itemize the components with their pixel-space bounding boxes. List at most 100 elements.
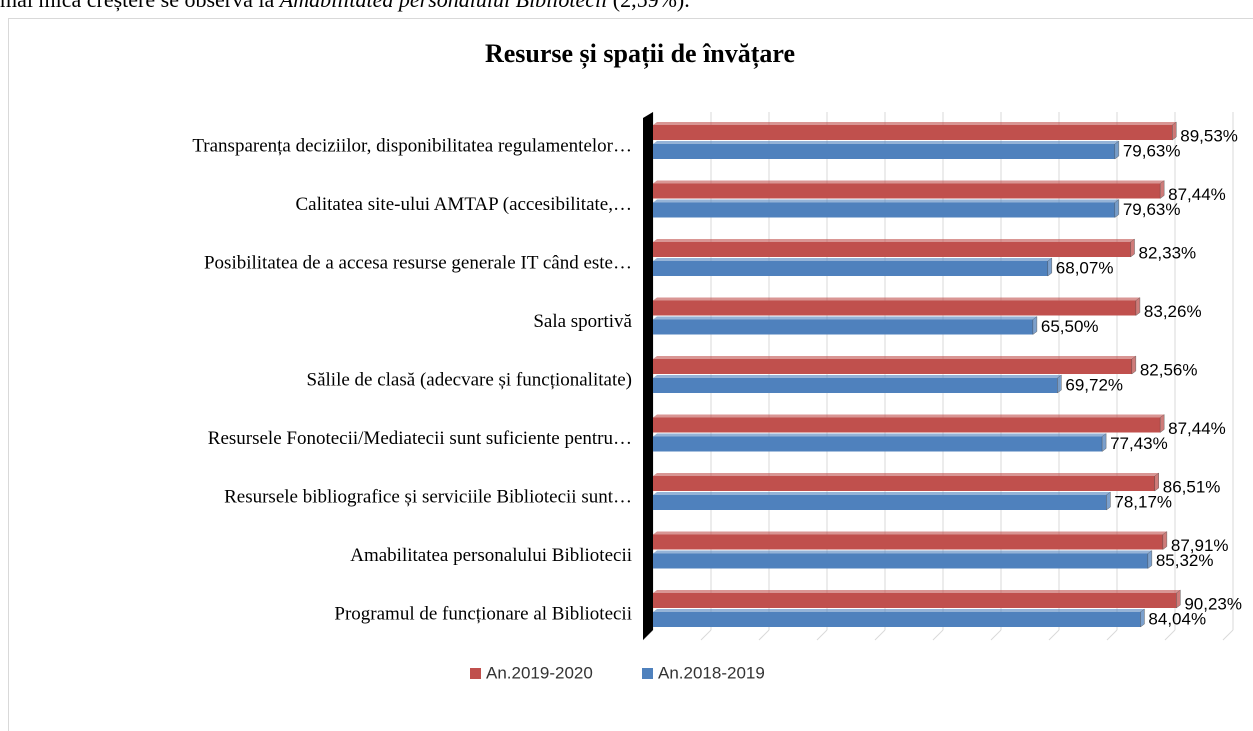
bar-side	[1106, 491, 1111, 511]
value-label: 89,53%	[1180, 126, 1238, 145]
category-label: Sala sportivă	[533, 311, 632, 332]
bar-side	[1114, 199, 1120, 218]
value-label: 90,23%	[1184, 594, 1242, 613]
bar-top	[653, 180, 1165, 184]
value-label: 87,44%	[1168, 185, 1226, 204]
bar-top	[653, 590, 1181, 593]
chart-border	[8, 18, 1253, 731]
grid-floor	[758, 629, 770, 641]
bar-top	[653, 375, 1062, 378]
bar	[653, 476, 1155, 491]
legend-swatch	[642, 668, 653, 679]
value-label: 83,26%	[1144, 302, 1202, 321]
bar	[653, 183, 1161, 199]
value-label: 65,50%	[1041, 317, 1099, 336]
category-label: Resursele Fonotecii/Mediatecii sunt sufi…	[208, 428, 632, 449]
bar-side	[1057, 374, 1062, 394]
value-label: 79,63%	[1123, 141, 1181, 160]
grid-floor	[874, 629, 886, 641]
value-label: 69,72%	[1065, 375, 1123, 394]
category-label: Sălile de clasă (adecvare și funcționali…	[307, 369, 632, 390]
bar-side	[1047, 257, 1053, 277]
grid-floor	[1048, 629, 1060, 641]
value-label: 86,51%	[1163, 477, 1221, 496]
bar-side	[1172, 121, 1177, 141]
grid-floor	[700, 629, 712, 641]
legend-label: An.2018-2019	[658, 663, 765, 682]
bar-side	[1159, 414, 1165, 433]
grid-floor	[1222, 629, 1234, 641]
bar-top	[653, 356, 1136, 359]
bar	[653, 553, 1148, 569]
value-label: 87,91%	[1171, 536, 1229, 555]
bar-top	[653, 473, 1159, 476]
bar-side	[1135, 297, 1141, 316]
bar-side	[1131, 355, 1137, 375]
bar	[653, 125, 1173, 140]
bar	[653, 417, 1161, 433]
intro-part: mai mică creștere se observă la	[0, 0, 280, 12]
value-label: 87,44%	[1168, 419, 1226, 438]
bar-top	[653, 531, 1167, 535]
grid-floor	[816, 629, 828, 641]
bar-top	[653, 122, 1177, 125]
bar-side	[1130, 238, 1135, 258]
bar-top	[653, 316, 1037, 320]
bar	[653, 242, 1131, 257]
category-label: Resursele bibliografice și serviciile Bi…	[224, 486, 632, 507]
bar	[653, 534, 1163, 550]
bar-top	[653, 297, 1140, 301]
intro-part: Amabilitatea personalului Bibliotecii	[278, 0, 608, 12]
legend-swatch	[470, 668, 481, 679]
intro-part: (2,59%).	[607, 0, 689, 12]
grid-floor	[1164, 629, 1176, 641]
bar-side	[1176, 589, 1181, 609]
value-label: 85,32%	[1156, 551, 1214, 570]
side-wall	[643, 112, 653, 640]
value-label: 82,33%	[1139, 243, 1197, 262]
bar	[653, 495, 1107, 510]
bar-side	[1159, 180, 1165, 199]
bar	[653, 300, 1136, 316]
value-label: 77,43%	[1110, 434, 1168, 453]
bar	[653, 436, 1103, 452]
bar-top	[653, 433, 1107, 437]
grid-floor	[990, 629, 1002, 641]
bar-side	[1147, 550, 1153, 569]
bar-side	[1114, 140, 1120, 160]
category-label: Transparența deciziilor, disponibilitate…	[192, 135, 632, 156]
value-label: 78,17%	[1114, 492, 1172, 511]
bar	[653, 202, 1115, 218]
legend-label: An.2019-2020	[486, 663, 593, 682]
value-label: 82,56%	[1140, 360, 1198, 379]
bar-top	[653, 258, 1052, 261]
bar-side	[1162, 531, 1168, 550]
intro-text: mai mică creștere se observă la Amabilit…	[0, 0, 690, 12]
bar-side	[1140, 608, 1145, 628]
bar-top	[653, 492, 1111, 495]
value-label: 84,04%	[1148, 609, 1206, 628]
bar-top	[653, 609, 1145, 612]
bar-top	[653, 239, 1135, 242]
bar	[653, 378, 1058, 393]
category-label: Calitatea site-ului AMTAP (accesibilitat…	[295, 194, 632, 215]
bar	[653, 593, 1177, 608]
grid-floor	[932, 629, 944, 641]
bar	[653, 319, 1033, 335]
category-label: Programul de funcționare al Bibliotecii	[334, 603, 632, 624]
grid-floor	[1106, 629, 1118, 641]
bar	[653, 359, 1132, 374]
value-label: 68,07%	[1056, 258, 1114, 277]
bar-top	[653, 141, 1119, 144]
bar-side	[1032, 316, 1038, 335]
category-label: Amabilitatea personalului Bibliotecii	[350, 545, 632, 566]
bar	[653, 144, 1115, 159]
chart-title: Resurse și spații de învățare	[485, 39, 795, 69]
bar	[653, 261, 1048, 276]
value-label: 79,63%	[1123, 200, 1181, 219]
bar-top	[653, 414, 1165, 418]
bar-side	[1101, 433, 1107, 452]
bar-top	[653, 550, 1152, 554]
bar-side	[1154, 472, 1160, 492]
